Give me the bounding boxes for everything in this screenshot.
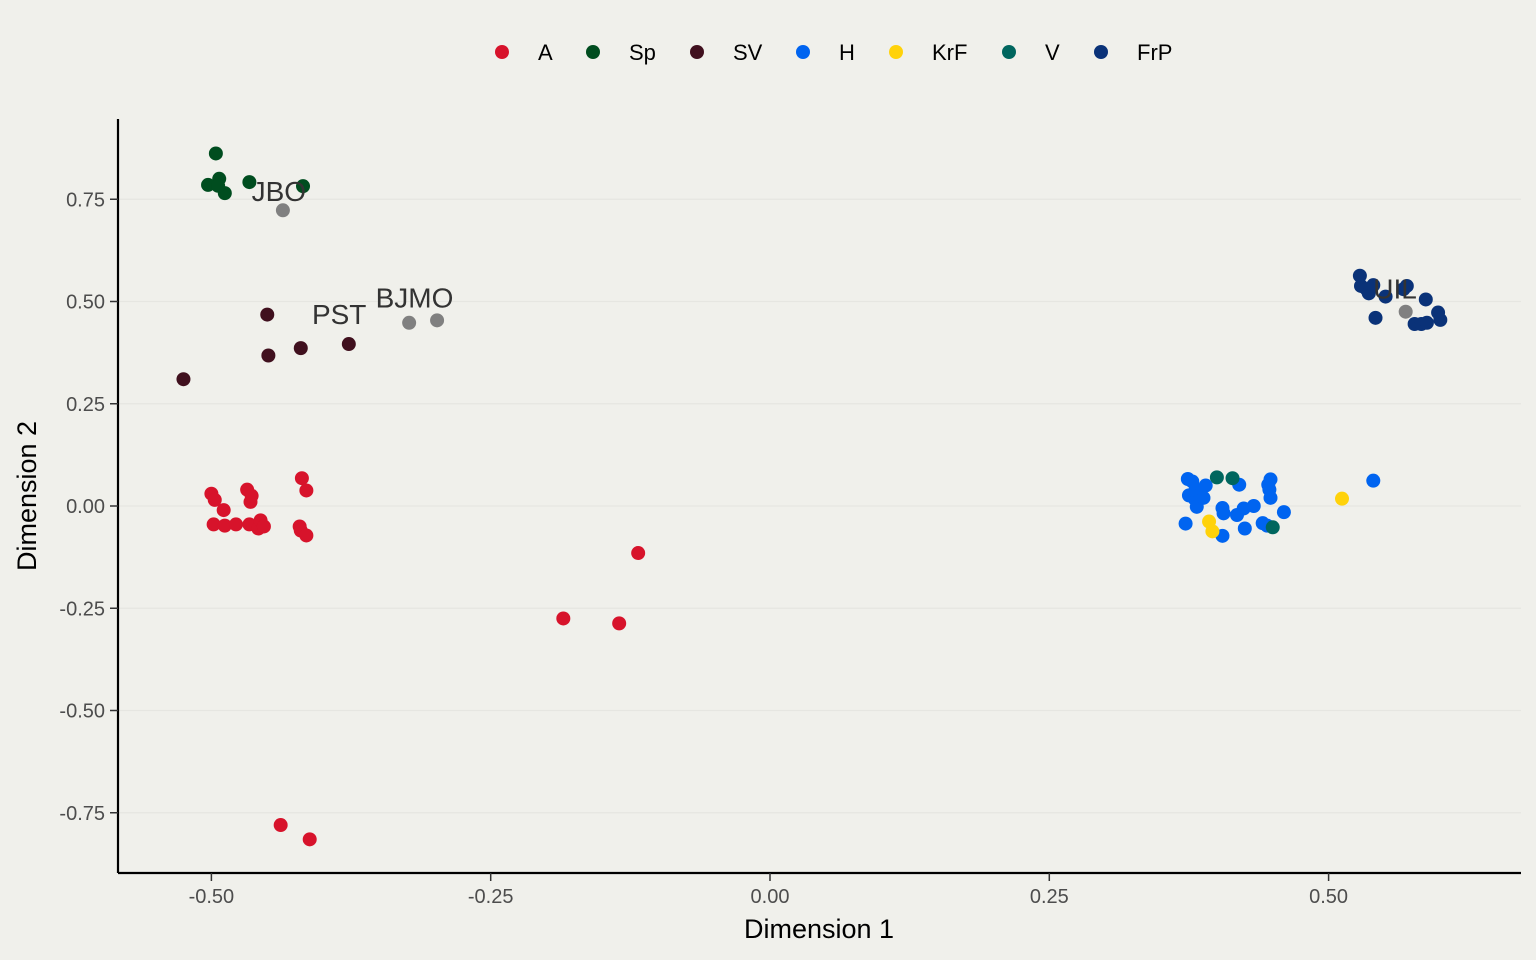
- data-point-frp: [1433, 312, 1448, 327]
- y-axis-ticks: -0.75 -0.50 -0.25 0.00 0.25 0.50 0.75: [59, 189, 118, 825]
- data-point-h: [1196, 490, 1211, 505]
- data-point-sp: [211, 178, 226, 193]
- legend-label: H: [839, 40, 855, 65]
- data-point-v: [1209, 470, 1224, 485]
- data-point-h: [1263, 490, 1278, 505]
- data-point-a: [244, 488, 259, 503]
- data-point-sv: [261, 348, 276, 363]
- data-point-unlabeled: [1398, 304, 1413, 319]
- data-point-a: [299, 483, 314, 498]
- legend-swatch-v: [1002, 45, 1016, 59]
- legend-swatch-sv: [690, 45, 704, 59]
- legend-label: SV: [733, 40, 763, 65]
- data-point-sv: [341, 337, 356, 352]
- data-point-frp: [1366, 278, 1381, 293]
- x-tick-label: -0.50: [189, 886, 235, 908]
- data-point-a: [207, 492, 222, 507]
- legend-label: FrP: [1137, 40, 1172, 65]
- x-tick-label: 0.25: [1030, 886, 1069, 908]
- data-point-h: [1276, 505, 1291, 520]
- legend: A Sp SV H KrF V FrP: [495, 40, 1172, 65]
- data-point-sp: [242, 175, 257, 190]
- data-point-h: [1216, 506, 1231, 521]
- x-axis-title: Dimension 1: [744, 914, 894, 944]
- x-axis-ticks: -0.50 -0.25 0.00 0.25 0.50: [189, 873, 1348, 908]
- data-point-unlabeled: [275, 203, 290, 218]
- x-tick-label: 0.50: [1309, 886, 1348, 908]
- data-point-unlabeled: [430, 313, 445, 328]
- data-point-v: [1265, 520, 1280, 535]
- data-point-a: [228, 517, 243, 532]
- y-tick-label: 0.50: [66, 292, 105, 314]
- x-tick-label: -0.25: [468, 886, 514, 908]
- legend-swatch-frp: [1094, 45, 1108, 59]
- data-point-frp: [1368, 310, 1383, 325]
- data-point-krf: [1335, 491, 1350, 506]
- point-annotations: JBO PST BJMO UIL: [252, 176, 1417, 330]
- data-point-frp: [1418, 292, 1433, 307]
- legend-label: A: [538, 40, 553, 65]
- data-point-a: [631, 546, 646, 561]
- data-point-h: [1366, 473, 1381, 488]
- legend-swatch-sp: [586, 45, 600, 59]
- data-point-frp: [1352, 268, 1367, 283]
- data-point-sv: [260, 307, 275, 322]
- data-point-h: [1198, 478, 1213, 493]
- axes: [116, 119, 1521, 875]
- data-point-sp: [296, 179, 311, 194]
- data-point-sv: [293, 341, 308, 356]
- data-point-sp: [201, 177, 216, 192]
- legend-label: Sp: [629, 40, 656, 65]
- data-point-h: [1263, 472, 1278, 487]
- data-point-a: [556, 611, 571, 626]
- y-tick-label: -0.50: [59, 701, 105, 723]
- data-point-a: [612, 616, 627, 631]
- legend-label: KrF: [932, 40, 967, 65]
- annotation-label: PST: [312, 299, 366, 330]
- data-points: [176, 146, 1448, 847]
- y-tick-label: 0.25: [66, 394, 105, 416]
- data-point-a: [206, 517, 221, 532]
- y-tick-label: -0.25: [59, 598, 105, 620]
- data-point-a: [217, 518, 232, 533]
- annotation-label: UIL: [1373, 273, 1417, 304]
- data-point-a: [273, 818, 288, 833]
- data-point-a: [294, 471, 309, 486]
- grid-lines: [118, 198, 1521, 814]
- legend-swatch-a: [495, 45, 509, 59]
- data-point-frp: [1419, 315, 1434, 330]
- data-point-a: [299, 528, 314, 543]
- data-point-h: [1246, 499, 1261, 513]
- annotation-label: JBO: [252, 176, 306, 207]
- data-point-a: [302, 832, 317, 847]
- annotation-label: BJMO: [376, 282, 454, 313]
- data-point-frp: [1399, 278, 1414, 293]
- data-point-frp: [1378, 289, 1393, 304]
- data-point-v: [1225, 471, 1240, 486]
- data-point-a: [256, 519, 271, 534]
- data-point-sp: [208, 146, 223, 161]
- legend-swatch-h: [796, 45, 810, 59]
- y-tick-label: 0.75: [66, 189, 105, 211]
- data-point-a: [216, 503, 231, 518]
- data-point-krf: [1205, 524, 1220, 539]
- data-point-h: [1237, 521, 1252, 536]
- y-tick-label: 0.00: [66, 496, 105, 518]
- data-point-unlabeled: [402, 315, 417, 330]
- x-tick-label: 0.00: [751, 886, 790, 908]
- data-point-sv: [176, 372, 191, 387]
- legend-swatch-krf: [889, 45, 903, 59]
- data-point-h: [1178, 516, 1193, 531]
- y-axis-title: Dimension 2: [12, 421, 42, 571]
- y-tick-label: -0.75: [59, 803, 105, 825]
- legend-label: V: [1045, 40, 1060, 65]
